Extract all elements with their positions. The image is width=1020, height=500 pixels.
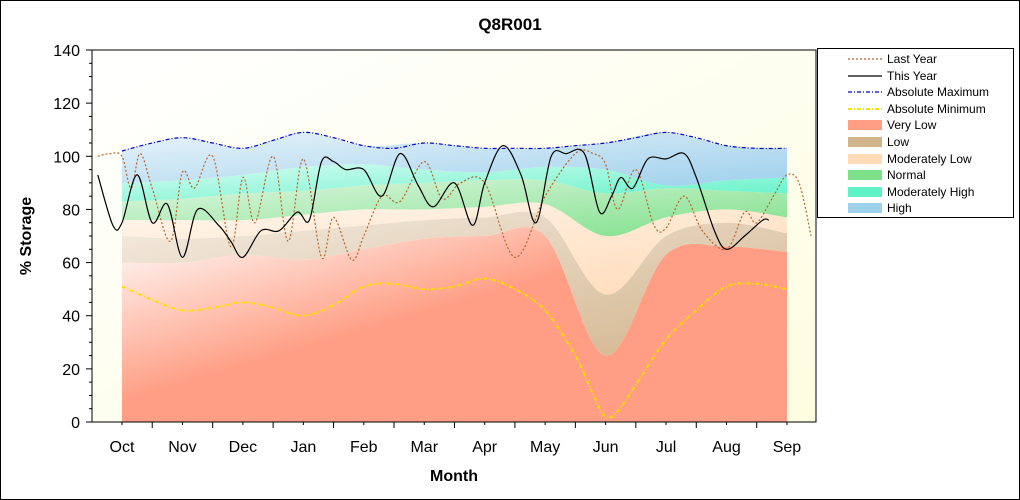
x-tick-label: Jan xyxy=(290,439,316,456)
legend-swatch-moderately-low xyxy=(848,153,882,164)
x-tick-label: Mar xyxy=(410,439,438,456)
legend-label: Last Year xyxy=(887,52,938,66)
legend-item-last-year: Last Year xyxy=(818,51,1013,67)
x-tick-label: Dec xyxy=(229,439,257,456)
bands-layer xyxy=(122,132,787,422)
x-tick-label: Apr xyxy=(472,439,498,456)
legend-label: Very Low xyxy=(887,118,937,133)
legend-swatch-absolute-maximum xyxy=(848,91,882,93)
band-moderately-low xyxy=(122,202,787,295)
x-axis-label: Month xyxy=(430,468,478,485)
band-low xyxy=(122,211,787,356)
legend-swatch-this-year xyxy=(848,74,882,77)
band-high xyxy=(122,132,787,186)
legend-item-normal: Normal xyxy=(818,167,1013,183)
legend-swatch-very-low xyxy=(848,120,882,131)
legend-item-this-year: This Year xyxy=(818,68,1013,84)
x-tick-label: Nov xyxy=(168,439,196,456)
band-very-low xyxy=(122,227,787,422)
legend-swatch-low xyxy=(848,137,882,147)
lines-layer xyxy=(97,131,812,419)
legend-label: This Year xyxy=(887,68,938,83)
y-tick-label: 60 xyxy=(62,256,80,273)
legend-label: Moderately High xyxy=(887,184,975,199)
y-tick-label: 20 xyxy=(62,362,80,379)
y-tick-label: 0 xyxy=(71,415,80,432)
x-tick-label: Jun xyxy=(593,439,619,456)
series-absolute-minimum-line xyxy=(121,277,788,419)
legend-swatch-last-year xyxy=(848,58,882,60)
legend-label: Moderately Low xyxy=(887,151,972,166)
y-tick-label: 80 xyxy=(62,202,80,219)
legend-item-moderately-high: Moderately High xyxy=(818,184,1013,200)
chart-title: Q8R001 xyxy=(478,15,541,34)
y-tick-label: 100 xyxy=(53,149,80,166)
legend-swatch-absolute-minimum xyxy=(848,107,882,110)
series-this-year-line xyxy=(97,145,769,258)
legend-item-low: Low xyxy=(818,134,1013,150)
legend-swatch-normal xyxy=(848,170,882,181)
legend-label: Absolute Minimum xyxy=(887,101,986,116)
legend-label: Absolute Maximum xyxy=(887,85,990,100)
x-tick-label: May xyxy=(530,439,560,456)
legend-swatch-moderately-high xyxy=(848,186,882,197)
y-axis-label: % Storage xyxy=(18,197,35,275)
x-tick-label: Sep xyxy=(773,439,802,456)
axes-layer: 0 20 40 60 80 100 120 140 Oct Nov Dec Jan Feb Mar Apr M… xyxy=(53,43,817,456)
legend-label: Normal xyxy=(887,168,926,183)
x-tick-label: Jul xyxy=(656,439,676,456)
x-tick-label: Aug xyxy=(712,439,740,456)
band-moderately-high xyxy=(122,164,787,202)
series-last-year-line xyxy=(97,149,812,261)
x-tick-label: Oct xyxy=(110,439,135,456)
legend-label: Low xyxy=(887,135,910,149)
legend: Last Year This Year Absolute Maximum Absolu… xyxy=(817,48,1014,218)
legend-item-moderately-low: Moderately Low xyxy=(818,151,1013,167)
legend-item-absolute-minimum: Absolute Minimum xyxy=(818,101,1013,117)
legend-item-high: High xyxy=(818,200,1013,216)
legend-item-very-low: Very Low xyxy=(818,117,1013,133)
band-normal xyxy=(122,179,787,237)
y-tick-label: 120 xyxy=(53,96,80,113)
x-tick-label: Feb xyxy=(350,439,378,456)
legend-swatch-high xyxy=(848,203,882,214)
y-tick-label: 140 xyxy=(53,43,80,60)
legend-label: High xyxy=(887,201,912,216)
y-tick-label: 40 xyxy=(62,309,80,326)
legend-item-absolute-maximum: Absolute Maximum xyxy=(818,84,1013,100)
series-absolute-maximum-line xyxy=(121,131,788,152)
